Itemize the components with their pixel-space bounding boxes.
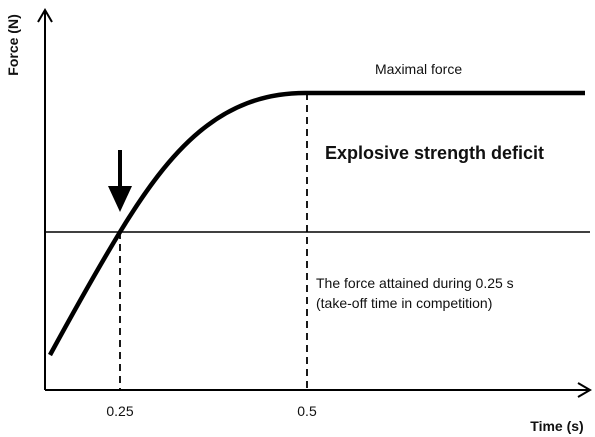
force-curve (48, 90, 585, 357)
annotation: Maximal force (375, 61, 462, 77)
x-axis-arrow (577, 382, 592, 398)
x-tick-label: 0.5 (297, 403, 317, 419)
arrow-head (108, 186, 132, 212)
annotation: Explosive strength deficit (325, 143, 544, 163)
y-axis-arrow (37, 8, 53, 23)
x-axis-label: Time (s) (530, 418, 583, 434)
y-axis-label: Force (N) (5, 14, 21, 75)
annotation: (take-off time in competition) (316, 295, 492, 311)
x-tick-label: 0.25 (106, 403, 133, 419)
annotation: The force attained during 0.25 s (316, 275, 514, 291)
